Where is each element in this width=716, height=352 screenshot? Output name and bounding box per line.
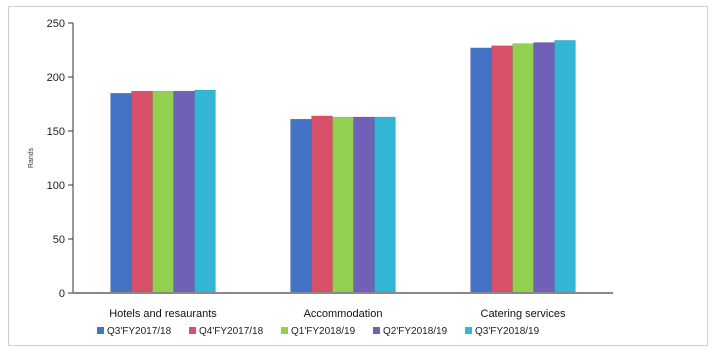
bar bbox=[131, 90, 153, 294]
legend-swatch bbox=[189, 327, 196, 334]
bar bbox=[554, 40, 576, 294]
bar bbox=[491, 45, 513, 294]
bar-chart: 0 50 100 150 200 250 Hotels and resaurants Acc… bbox=[28, 18, 613, 337]
y-tick-label: 0 bbox=[59, 288, 65, 300]
legend-entry: Q3'FY2018/19 bbox=[475, 326, 540, 337]
legend-swatch bbox=[373, 327, 380, 334]
bar bbox=[194, 89, 216, 294]
y-tick-label: 200 bbox=[47, 72, 65, 84]
bar bbox=[353, 116, 375, 294]
bars bbox=[110, 40, 576, 294]
y-tick-label: 250 bbox=[47, 18, 65, 30]
bar bbox=[110, 92, 132, 294]
y-tick-label: 50 bbox=[53, 234, 65, 246]
legend-entry: Q3'FY2017/18 bbox=[107, 326, 172, 337]
legend-entry: Q4'FY2017/18 bbox=[199, 326, 264, 337]
legend: Q3'FY2017/18 Q4'FY2017/18 Q1'FY2018/19 Q2'F… bbox=[97, 326, 540, 337]
bar bbox=[470, 47, 492, 294]
bar bbox=[374, 116, 396, 294]
bar bbox=[173, 90, 195, 294]
legend-swatch bbox=[465, 327, 472, 334]
y-tick-label: 100 bbox=[47, 180, 65, 192]
x-category-label: Accommodation bbox=[304, 308, 383, 320]
bar bbox=[533, 42, 555, 294]
y-tick-label: 150 bbox=[47, 126, 65, 138]
bar bbox=[332, 116, 354, 294]
y-axis-label: Rands bbox=[28, 147, 35, 168]
legend-entry: Q1'FY2018/19 bbox=[291, 326, 356, 337]
bar bbox=[290, 118, 312, 294]
x-category-label: Catering services bbox=[481, 308, 566, 320]
bar bbox=[311, 115, 333, 294]
bar bbox=[152, 90, 174, 294]
legend-swatch bbox=[281, 327, 288, 334]
chart-frame: 0 50 100 150 200 250 Hotels and resaurants Acc… bbox=[8, 6, 708, 346]
bar bbox=[512, 43, 534, 294]
legend-swatch bbox=[97, 327, 104, 334]
x-category-label: Hotels and resaurants bbox=[109, 308, 217, 320]
legend-entry: Q2'FY2018/19 bbox=[383, 326, 448, 337]
y-axis: 0 50 100 150 200 250 bbox=[47, 18, 74, 300]
x-axis: Hotels and resaurants Accommodation Cateri… bbox=[73, 292, 613, 320]
